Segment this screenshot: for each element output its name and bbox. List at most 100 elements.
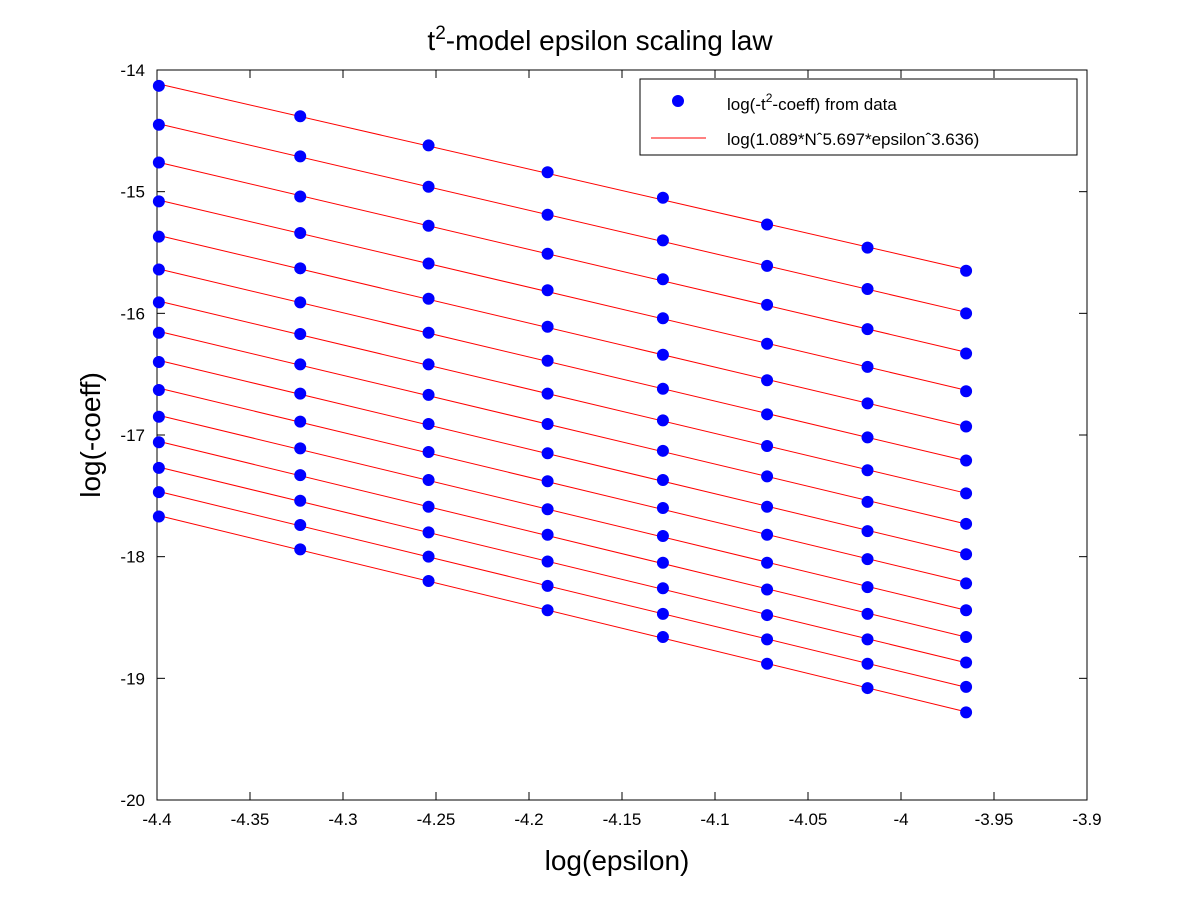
data-point [541, 247, 554, 260]
data-point [960, 656, 973, 669]
fit-line [158, 359, 967, 555]
data-point [656, 444, 669, 457]
data-point [656, 414, 669, 427]
y-tick-label: -15 [120, 183, 145, 202]
y-tick-label: -16 [120, 304, 145, 323]
data-point [541, 528, 554, 541]
data-point [656, 382, 669, 395]
data-point [294, 543, 307, 556]
data-point [861, 525, 874, 538]
x-tick-label: -3.95 [975, 810, 1014, 829]
data-point [422, 500, 435, 513]
data-point [960, 347, 973, 360]
data-point [422, 388, 435, 401]
data-point [541, 579, 554, 592]
x-axis: -4.4 -4.35 -4.3 -4.25 -4.2 -4.15 -4.1 -4.05 -4 -3… [142, 70, 1102, 829]
data-point [422, 446, 435, 459]
x-tick-label: -4.05 [789, 810, 828, 829]
data-point [861, 581, 874, 594]
y-axis: -20 -19 -18 -17 -16 -15 -14 [120, 61, 1087, 810]
data-point [541, 387, 554, 400]
data-point [960, 548, 973, 561]
fit-line [158, 466, 967, 664]
data-point [152, 195, 165, 208]
data-point [861, 360, 874, 373]
legend-data-marker [672, 95, 684, 107]
data-point [960, 454, 973, 467]
y-axis-title: log(-coeff) [75, 372, 106, 498]
data-point [861, 553, 874, 566]
data-point [761, 259, 774, 272]
data-point [761, 583, 774, 596]
data-point [761, 337, 774, 350]
fit-line [158, 161, 967, 353]
x-tick-label: -4.25 [417, 810, 456, 829]
fit-line [158, 235, 967, 427]
data-point [861, 682, 874, 695]
data-point [294, 519, 307, 532]
chart-title-superscript: 2 [435, 23, 446, 44]
x-tick-label: -4.1 [700, 810, 729, 829]
data-point [861, 241, 874, 254]
data-point [861, 495, 874, 508]
data-point [541, 604, 554, 617]
data-point [294, 296, 307, 309]
chart-title-rest: -model epsilon scaling law [446, 25, 774, 56]
data-point [541, 503, 554, 516]
data-point [294, 190, 307, 203]
data-point [761, 528, 774, 541]
data-point [422, 257, 435, 270]
data-point [656, 191, 669, 204]
data-point [294, 387, 307, 400]
legend-fit-label: log(1.089*Nˆ5.697*epsilonˆ3.636) [727, 130, 979, 149]
data-point [541, 208, 554, 221]
x-axis-title: log(epsilon) [545, 845, 690, 876]
data-point [152, 79, 165, 92]
data-point [422, 474, 435, 487]
data-point [761, 470, 774, 483]
data-point [861, 283, 874, 295]
data-point [152, 410, 165, 423]
data-point [861, 464, 874, 477]
y-tick-label: -19 [120, 669, 145, 688]
data-point [656, 556, 669, 569]
data-point [960, 264, 973, 277]
data-point [422, 418, 435, 431]
fit-line [158, 123, 967, 313]
data-point [960, 420, 973, 433]
data-point [422, 575, 435, 587]
data-point [541, 447, 554, 460]
fit-line [158, 387, 967, 583]
fit-line [158, 414, 967, 611]
data-point [541, 284, 554, 297]
x-tick-label: -4.35 [231, 810, 270, 829]
y-tick-label: -20 [120, 791, 145, 810]
data-point [152, 486, 165, 499]
data-point [761, 657, 774, 670]
fit-line [158, 491, 967, 688]
data-point [541, 354, 554, 367]
data-point [761, 500, 774, 513]
data-point [861, 431, 874, 444]
data-point [152, 436, 165, 449]
data-point [152, 510, 165, 523]
fit-line [158, 83, 967, 271]
data-point [152, 230, 165, 243]
fit-lines [158, 83, 967, 713]
data-point [861, 657, 874, 670]
data-point [152, 263, 165, 276]
fit-line [158, 440, 967, 638]
y-tick-label: -14 [120, 61, 145, 80]
fit-line [158, 515, 967, 713]
y-tick-label: -18 [120, 548, 145, 567]
fit-line [158, 199, 967, 391]
data-point [761, 439, 774, 452]
data-point [294, 328, 307, 341]
data-point [960, 706, 973, 719]
data-point [761, 218, 774, 231]
fit-line [158, 330, 967, 525]
data-point [656, 529, 669, 542]
data-point [656, 474, 669, 487]
data-point [152, 383, 165, 396]
